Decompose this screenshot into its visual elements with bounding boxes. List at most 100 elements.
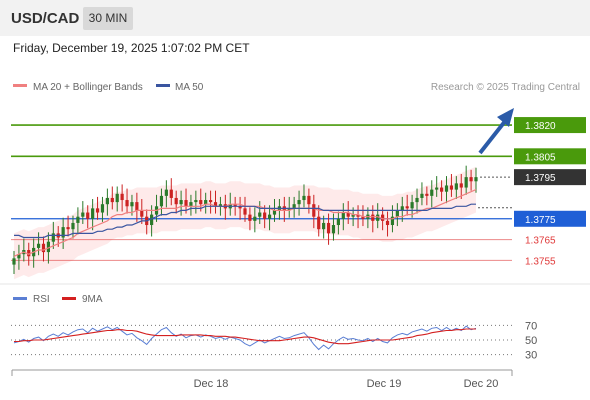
rsi-ma-legend-swatch [62, 297, 76, 300]
candle-body [385, 220, 390, 226]
bollinger-band-area [14, 166, 476, 280]
x-tick-label: Dec 20 [464, 378, 499, 390]
candle-body [258, 212, 262, 217]
candle-body [204, 200, 208, 205]
candle-body [184, 200, 188, 207]
moving-averages [13, 189, 477, 257]
candle-body [469, 177, 473, 182]
candle-body [449, 185, 454, 190]
rsi-legend-swatch [13, 297, 27, 300]
ma50-legend-label: MA 50 [175, 82, 204, 93]
candle-body [71, 222, 75, 230]
candle-body [164, 189, 168, 196]
candle-body [272, 210, 277, 215]
candle-body [435, 187, 439, 190]
candle-body [12, 258, 16, 265]
candle-body [100, 204, 105, 213]
candle-body [341, 212, 345, 219]
candle-body [135, 202, 139, 211]
candle-body [263, 212, 267, 219]
candle-body [41, 243, 46, 253]
candle-body [302, 195, 306, 201]
candle-body [17, 254, 21, 259]
credit-text: Research © 2025 Trading Central [431, 82, 580, 93]
ma50-legend-swatch [156, 84, 170, 87]
candle-body [351, 214, 355, 217]
candle-body [248, 214, 252, 221]
candle-body [454, 183, 458, 190]
candle-body [336, 218, 340, 226]
target-level-box [514, 117, 586, 134]
candle-body [105, 197, 109, 205]
rsi-ma-line [14, 328, 476, 345]
candle-body [381, 214, 385, 221]
candle-body [405, 206, 409, 209]
candle-body [243, 208, 247, 215]
ma20-legend-swatch [13, 84, 27, 87]
target-level-label: 1.3805 [525, 152, 556, 163]
symbol-title: USD/CAD [11, 10, 80, 27]
candle-body [361, 216, 365, 219]
header-bar: USD/CAD 30 MIN [0, 0, 590, 36]
candle-body [390, 216, 395, 226]
candle-body [376, 214, 380, 221]
candle-body [267, 214, 272, 219]
candle-body [51, 233, 55, 242]
trend-arrow-head [497, 108, 514, 127]
candle-body [169, 189, 173, 198]
candle-body [140, 210, 144, 217]
candle-body [331, 225, 336, 234]
candle-body [292, 204, 296, 209]
candle-body [253, 216, 257, 221]
rsi-level-label: 50 [525, 335, 537, 347]
candle-body [76, 216, 80, 223]
candle-body [312, 204, 316, 217]
current-price-box [514, 169, 586, 186]
candle-body [120, 193, 124, 201]
current-price-label: 1.3795 [525, 173, 556, 184]
candle-body [174, 197, 178, 205]
candle-body [307, 195, 311, 205]
support-level-label: 1.3765 [525, 236, 556, 247]
candle-body [194, 200, 198, 203]
rsi-panel: 70 50 30 [11, 320, 537, 362]
candle-body [159, 195, 164, 207]
candle-body [66, 227, 70, 230]
candle-body [125, 200, 129, 207]
candle-body [439, 187, 444, 192]
bollinger-band [14, 166, 476, 280]
candle-body [420, 193, 424, 198]
timeframe-badge[interactable]: 30 MIN [83, 7, 133, 30]
candle-body [130, 202, 134, 207]
candle-body [233, 204, 237, 207]
candle-body [322, 222, 326, 230]
price-levels: 1.3820 1.3805 1.3795 1.3775 1.3765 1.3755 [11, 117, 586, 267]
pivot-level-label: 1.3775 [525, 215, 556, 226]
candle-body [86, 212, 90, 219]
candle-body [317, 216, 321, 230]
candle-body [81, 212, 85, 217]
timestamp: Friday, December 19, 2025 1:07:02 PM CET [13, 41, 250, 55]
target-level-label: 1.3820 [525, 121, 556, 132]
candle-body [27, 250, 31, 257]
x-tick-label: Dec 19 [367, 378, 402, 390]
support-level-label: 1.3755 [525, 256, 556, 267]
candle-body [218, 204, 223, 207]
candle-body [410, 202, 414, 209]
candle-body [474, 177, 478, 182]
candle-body [150, 214, 154, 226]
pivot-level-box [514, 210, 586, 227]
target-level-box [514, 148, 586, 165]
candle-body [61, 227, 65, 238]
candle-body [430, 189, 434, 196]
candle-body [464, 177, 468, 188]
candle-body [95, 208, 100, 213]
candle-body [46, 241, 51, 253]
candle-body [326, 222, 331, 234]
candle-body [91, 208, 95, 219]
x-tick-label: Dec 18 [194, 378, 229, 390]
ma20-legend-label: MA 20 + Bollinger Bands [33, 82, 143, 93]
rsi-line [13, 325, 477, 351]
rsi-legend-label: RSI [33, 294, 50, 305]
